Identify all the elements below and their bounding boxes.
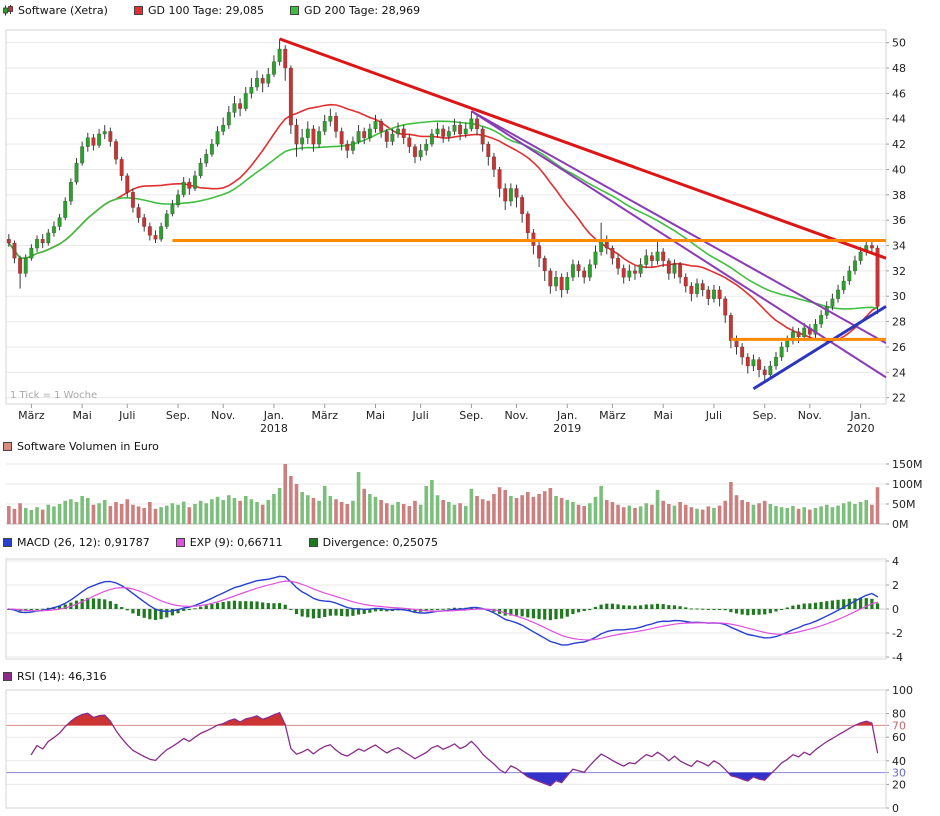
svg-text:Mai: Mai [73,409,92,422]
price-chart: 50 48 46 44 42 40 38 36 34 32 30 28 26 24 22 März Mai Jul… [0,18,940,438]
gd200-legend: GD 200 Tage: 28,969 [290,4,420,17]
volume-series-legend: Software Volumen in Euro [3,440,159,453]
macd-label: MACD (26, 12): 0,91787 [17,536,150,549]
svg-text:100M: 100M [892,478,923,491]
svg-text:44: 44 [892,113,906,126]
candlestick-icon [3,5,13,16]
svg-text:Jan.: Jan. [849,409,870,422]
svg-text:Nov.: Nov. [798,409,822,422]
volume-label: Software Volumen in Euro [17,440,159,453]
svg-text:32: 32 [892,265,906,278]
svg-text:-2: -2 [892,627,903,640]
volume-chart: 150M 100M 50M 0M [0,454,940,534]
svg-text:März: März [599,409,626,422]
rsi-series-legend: RSI (14): 46,316 [3,670,107,683]
macd-divergence-legend: Divergence: 0,25075 [309,536,438,549]
svg-text:März: März [18,409,45,422]
svg-text:Jan.: Jan. [556,409,577,422]
svg-text:0: 0 [892,603,899,616]
svg-text:Mai: Mai [654,409,673,422]
macd-exp-legend: EXP (9): 0,66711 [176,536,283,549]
svg-text:Nov.: Nov. [211,409,235,422]
svg-text:Juli: Juli [705,409,722,422]
svg-text:36: 36 [892,214,906,227]
svg-text:30: 30 [892,290,906,303]
svg-text:März: März [311,409,338,422]
svg-text:Juli: Juli [118,409,135,422]
price-panel: Software (Xetra) GD 100 Tage: 29,085 GD … [0,2,940,438]
price-legend: Software (Xetra) GD 100 Tage: 29,085 GD … [0,2,940,18]
volume-panel: Software Volumen in Euro 150M 100M 50M 0M [0,438,940,534]
svg-text:34: 34 [892,240,906,253]
svg-text:0: 0 [892,802,899,814]
svg-text:38: 38 [892,189,906,202]
svg-text:Jan.: Jan. [263,409,284,422]
svg-text:1 Tick = 1 Woche: 1 Tick = 1 Woche [10,390,97,401]
price-series-legend: Software (Xetra) [3,4,108,17]
macd-divergence-label: Divergence: 0,25075 [323,536,438,549]
svg-text:60: 60 [892,731,906,744]
macd-chart: 4 2 0 -2 -4 [0,550,940,668]
macd-swatch [3,538,12,547]
svg-text:Nov.: Nov. [504,409,528,422]
macd-series-legend: MACD (26, 12): 0,91787 [3,536,150,549]
svg-text:-4: -4 [892,651,903,664]
svg-text:50: 50 [892,37,906,50]
svg-text:150M: 150M [892,458,923,471]
gd200-label: GD 200 Tage: 28,969 [304,4,420,17]
svg-text:100: 100 [892,684,913,697]
svg-text:48: 48 [892,62,906,75]
svg-text:26: 26 [892,341,906,354]
svg-text:Juli: Juli [411,409,428,422]
svg-text:2020: 2020 [847,422,875,435]
macd-panel: MACD (26, 12): 0,91787 EXP (9): 0,66711 … [0,534,940,668]
rsi-legend: RSI (14): 46,316 [0,668,940,684]
svg-text:Mai: Mai [366,409,385,422]
gd200-swatch [290,6,299,15]
volume-swatch [3,442,12,451]
price-series-label: Software (Xetra) [18,4,108,17]
gd100-legend: GD 100 Tage: 29,085 [134,4,264,17]
svg-text:2018: 2018 [260,422,288,435]
gd100-swatch [134,6,143,15]
rsi-label: RSI (14): 46,316 [17,670,107,683]
macd-divergence-swatch [309,538,318,547]
rsi-swatch [3,672,12,681]
svg-text:Sep.: Sep. [166,409,190,422]
svg-text:Sep.: Sep. [459,409,483,422]
svg-text:22: 22 [892,392,906,405]
svg-text:Sep.: Sep. [753,409,777,422]
gd100-label: GD 100 Tage: 29,085 [148,4,264,17]
svg-text:4: 4 [892,555,899,568]
svg-text:50M: 50M [892,498,916,511]
svg-text:46: 46 [892,87,906,100]
svg-text:2: 2 [892,579,899,592]
svg-text:42: 42 [892,138,906,151]
svg-text:0M: 0M [892,518,909,531]
volume-legend: Software Volumen in Euro [0,438,940,454]
macd-exp-label: EXP (9): 0,66711 [190,536,283,549]
svg-text:20: 20 [892,778,906,791]
svg-text:2019: 2019 [553,422,581,435]
svg-text:24: 24 [892,366,906,379]
svg-text:40: 40 [892,163,906,176]
macd-exp-swatch [176,538,185,547]
svg-text:28: 28 [892,316,906,329]
macd-legend: MACD (26, 12): 0,91787 EXP (9): 0,66711 … [0,534,940,550]
